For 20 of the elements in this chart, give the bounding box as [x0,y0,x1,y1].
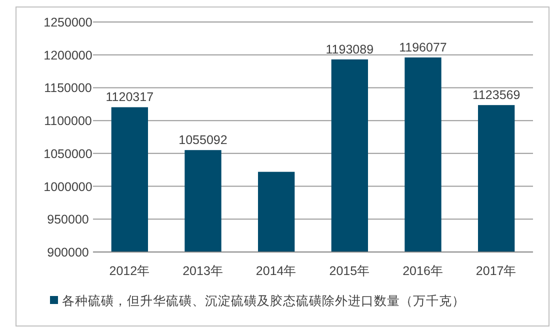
x-tick-label: 2015年 [329,264,370,278]
y-tick-label: 950000 [47,212,89,227]
y-tick-label: 1050000 [44,146,92,161]
y-tick-label: 900000 [47,246,89,260]
y-tick-label: 1150000 [44,81,92,96]
data-label: 1120317 [106,90,154,104]
x-tick-label: 2014年 [256,264,297,278]
data-label: 1193089 [326,42,374,56]
x-tick-label: 2013年 [182,264,224,278]
x-tick-label: 2016年 [402,264,444,278]
legend-label: 各种硫磺，但升华硫磺、沉淀硫磺及胶态硫磺除外进口数量（万千克） [62,294,465,308]
x-tick-label: 2012年 [109,264,150,278]
y-tick-label: 1000000 [44,180,92,194]
y-tick-label: 1100000 [44,114,92,128]
data-label: 1123569 [472,88,520,102]
x-tick-label: 2017年 [476,264,517,278]
data-label: 1055092 [178,133,228,148]
y-tick-label: 1200000 [44,48,92,62]
y-tick-label: 1250000 [44,16,92,30]
data-label: 1196077 [399,40,447,54]
